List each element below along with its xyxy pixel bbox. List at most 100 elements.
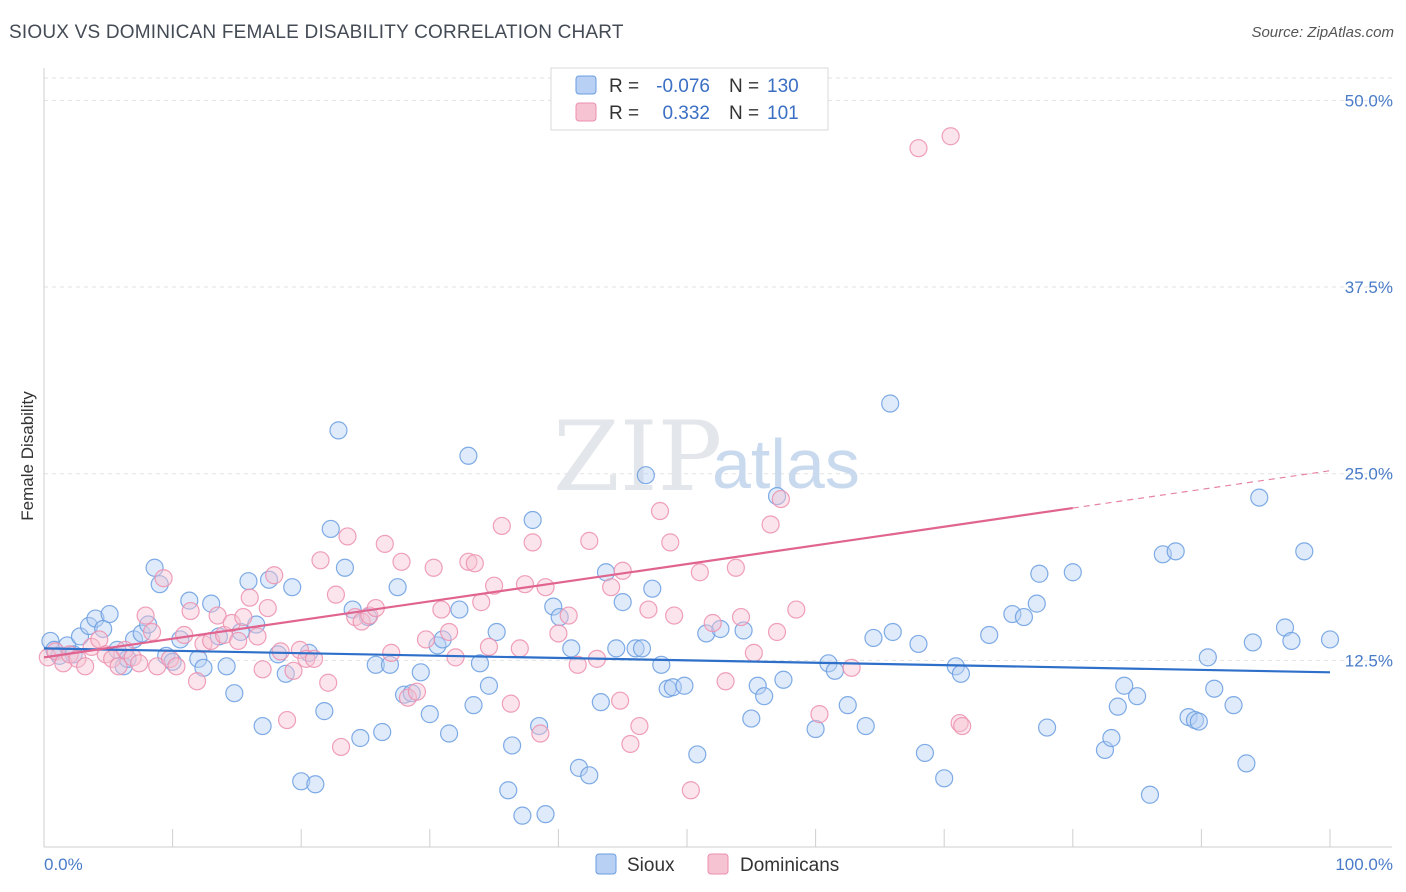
sioux-point [909, 634, 928, 654]
sioux-point [388, 578, 407, 597]
sioux-point [632, 639, 652, 658]
sioux-point [523, 510, 542, 530]
dominicans-point [181, 601, 200, 621]
dominicans-point [240, 588, 259, 607]
dominicans-point [761, 515, 780, 534]
x-tick-label-0: 0.0% [44, 855, 83, 874]
chart-title: SIOUX VS DOMINICAN FEMALE DISABILITY COR… [9, 22, 624, 43]
sioux-point [1198, 648, 1217, 667]
dominicans-point [311, 551, 330, 570]
sioux-point [544, 597, 563, 616]
dominicans-point [690, 563, 709, 582]
sioux-point [935, 769, 954, 788]
sioux-point [268, 645, 288, 664]
dominicans-point [416, 630, 436, 649]
sioux-point [450, 600, 469, 619]
sioux-point [881, 394, 900, 413]
dominicans-point [611, 691, 630, 710]
dominicans-point [248, 627, 267, 646]
dominicans-point [909, 139, 928, 158]
dominicans-point [485, 576, 504, 595]
dominicans-point [154, 569, 173, 588]
sioux-point [864, 628, 883, 648]
dominicans-point [319, 673, 338, 692]
sioux-point [643, 579, 662, 598]
dominicans-point [568, 655, 587, 674]
dominicans-point [375, 534, 394, 553]
dominicans-point [639, 600, 658, 619]
dominicans-point [382, 643, 401, 662]
sioux-point [351, 728, 370, 748]
dominicans-trend-line-extension [1072, 470, 1331, 509]
sioux-point [1320, 630, 1340, 649]
sioux-point [1115, 676, 1134, 695]
legend-r-label-sioux: R = [609, 76, 639, 97]
sioux-point [697, 624, 716, 643]
axes [43, 68, 1392, 848]
dominicans-point [501, 694, 520, 713]
dominicans-point [265, 566, 284, 585]
source-credit: Source: ZipAtlas.com [1251, 24, 1394, 41]
x-tick-labels: 0.0% 100.0% [44, 855, 1393, 874]
x-tick-label-1: 100.0% [1335, 855, 1393, 874]
dominicans-point [810, 705, 829, 724]
sioux-point [470, 654, 490, 673]
sioux-point [315, 702, 334, 721]
bottom-legend-label-sioux: Sioux [627, 855, 675, 876]
dominicans-point [523, 533, 542, 552]
dominicans-point [392, 552, 411, 571]
sioux-point [530, 716, 549, 736]
dominicans-point [439, 622, 459, 642]
dominicans-point [665, 606, 684, 625]
sioux-point [420, 705, 439, 724]
sioux-point [1282, 631, 1301, 651]
sioux-point [1224, 696, 1243, 715]
sioux-point [838, 696, 857, 715]
dominicans-point [130, 654, 149, 673]
dominicans-point [842, 658, 861, 677]
series-dominicans [38, 127, 972, 800]
sioux-point [306, 775, 325, 794]
sioux-point [1243, 633, 1262, 652]
dominicans-point [536, 578, 555, 597]
sioux-point [663, 678, 682, 697]
dominicans-point [531, 724, 550, 743]
sioux-point [536, 805, 555, 824]
dominicans-point [68, 649, 87, 668]
dominicans-point [222, 613, 241, 633]
bottom-legend: Sioux Dominicans [595, 853, 839, 876]
dominicans-point [109, 657, 128, 676]
dominicans-point [726, 558, 745, 577]
sioux-point [951, 664, 971, 683]
sioux-point [734, 621, 753, 640]
sioux-point [459, 446, 478, 465]
legend-n-label-dominicans: N = [729, 103, 759, 124]
dominicans-point [771, 489, 790, 509]
dominicans-point [465, 554, 484, 573]
sioux-point [239, 572, 258, 591]
dominicans-point [681, 781, 700, 800]
sioux-point [675, 676, 694, 695]
dominicans-point [472, 593, 491, 612]
sioux-point [748, 676, 767, 695]
watermark: ZIP atlas [553, 401, 860, 513]
sioux-point [1003, 604, 1022, 624]
watermark-atlas: atlas [712, 425, 860, 503]
dominicans-point [510, 639, 529, 658]
dominicans-point [953, 716, 972, 736]
trend-lines [43, 470, 1331, 674]
sioux-point [487, 622, 506, 642]
sioux-point [283, 578, 302, 597]
sioux-point [607, 639, 626, 658]
legend-r-label-dominicans: R = [609, 103, 639, 124]
sioux-point [499, 781, 518, 800]
sioux-point [742, 709, 761, 728]
dominicans-point [271, 642, 290, 661]
dominicans-point [326, 585, 346, 604]
dominicans-point [661, 533, 680, 552]
dominicans-point [621, 734, 640, 754]
sioux-point [253, 716, 272, 736]
dominicans-point [398, 688, 418, 707]
sioux-point [591, 693, 610, 712]
